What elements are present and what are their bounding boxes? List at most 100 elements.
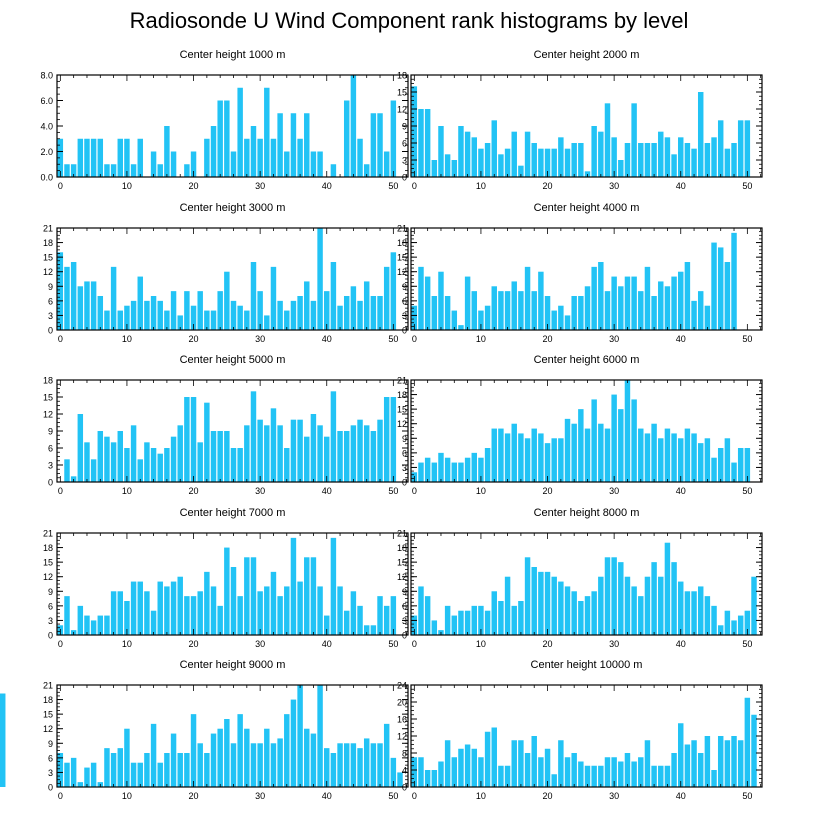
bar <box>624 753 631 787</box>
bar <box>624 576 631 635</box>
bar <box>418 462 424 482</box>
bar <box>744 120 751 177</box>
bar <box>284 448 290 482</box>
bar <box>704 305 711 330</box>
bar <box>524 753 531 787</box>
chart-panel: Center height 8000 m 0 3 6 9 12 15 18 21 0 10 20 30 4… <box>397 507 763 649</box>
bar <box>204 402 210 482</box>
bar <box>671 562 677 635</box>
x-tick-label: 20 <box>189 486 199 496</box>
bar <box>697 753 704 787</box>
bar <box>744 697 751 787</box>
bar <box>230 151 237 177</box>
bar <box>717 625 724 635</box>
bar <box>478 310 484 330</box>
bar <box>464 457 471 482</box>
bar <box>310 557 317 635</box>
bar <box>117 748 123 787</box>
bar <box>104 164 110 177</box>
y-tick-label: 3 <box>48 461 53 471</box>
y-tick-label: 20 <box>397 698 407 708</box>
bar <box>124 728 130 787</box>
bar <box>564 315 571 330</box>
x-tick-label: 50 <box>388 486 398 496</box>
bar <box>110 753 117 787</box>
bar <box>70 757 77 787</box>
bar <box>631 399 637 482</box>
bar <box>137 276 143 330</box>
bar <box>104 615 110 635</box>
bar <box>177 315 183 330</box>
y-tick-label: 3 <box>48 616 53 626</box>
y-tick-label: 18 <box>43 543 53 553</box>
bar <box>110 442 117 482</box>
y-tick-label: 0 <box>402 478 407 488</box>
bar <box>184 753 190 787</box>
bar <box>177 576 183 635</box>
x-tick-label: 50 <box>388 181 398 191</box>
bar <box>390 596 397 635</box>
bar <box>458 126 464 177</box>
bar <box>150 151 157 177</box>
y-tick-label: 0 <box>402 326 407 336</box>
y-tick-label: 18 <box>397 238 407 248</box>
bar <box>498 765 504 787</box>
bar <box>250 126 257 177</box>
bar <box>458 748 464 787</box>
bar <box>137 581 143 635</box>
bar <box>357 748 363 787</box>
bar <box>77 138 84 177</box>
bar <box>511 423 517 482</box>
bar <box>464 610 471 635</box>
bar <box>671 154 677 177</box>
bar <box>184 291 190 330</box>
bar <box>390 757 397 787</box>
y-tick-label: 15 <box>43 253 53 263</box>
bar <box>591 591 597 635</box>
bar <box>584 286 591 330</box>
bar <box>678 581 684 635</box>
bar <box>157 453 163 482</box>
bar <box>304 728 310 787</box>
bar <box>217 605 223 635</box>
bar <box>591 399 597 482</box>
bar <box>324 615 330 635</box>
bar <box>217 100 223 177</box>
bar <box>184 164 190 177</box>
bar <box>90 762 97 787</box>
bar <box>250 557 257 635</box>
y-tick-label: 3 <box>402 156 407 166</box>
bar <box>751 576 757 635</box>
bar <box>624 380 631 482</box>
bar <box>190 305 197 330</box>
bar <box>697 586 704 635</box>
bar <box>551 438 557 482</box>
y-tick-label: 18 <box>43 376 53 386</box>
y-tick-label: 9 <box>48 282 53 292</box>
bar <box>524 266 531 330</box>
bar <box>310 733 317 787</box>
bar <box>210 431 217 482</box>
bar <box>444 740 451 787</box>
bar <box>638 757 644 787</box>
bar <box>678 438 684 482</box>
y-tick-label: 3 <box>402 616 407 626</box>
bar <box>363 281 370 330</box>
bar <box>144 591 150 635</box>
bar <box>484 305 491 330</box>
bar <box>390 397 397 482</box>
bar <box>290 537 297 635</box>
bar <box>438 126 444 177</box>
x-tick-label: 20 <box>189 181 199 191</box>
bar <box>444 457 451 482</box>
bar <box>538 571 544 635</box>
chart-panel: Center height 9000 m 0 3 6 9 12 15 18 21 0 10 20 30 4… <box>43 659 409 801</box>
bar <box>464 131 471 177</box>
bar <box>164 310 170 330</box>
bar <box>77 605 84 635</box>
bar <box>717 247 724 330</box>
bar <box>277 113 283 177</box>
bar <box>644 143 651 177</box>
